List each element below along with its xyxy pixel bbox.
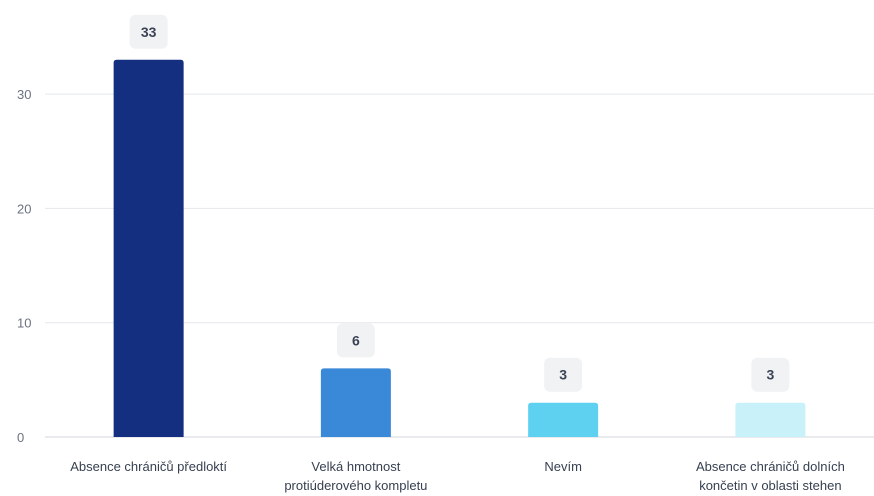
data-label-background <box>544 357 583 392</box>
y-tick-label: 20 <box>17 201 31 216</box>
data-label: 3 <box>766 367 774 383</box>
y-tick-label: 10 <box>17 316 31 331</box>
x-tick-label: Nevím <box>544 459 582 474</box>
bar <box>735 402 806 437</box>
data-label-badge: 6 <box>336 323 375 358</box>
x-tick-label: Absence chráničů předloktí <box>70 459 227 474</box>
data-label-badge: 3 <box>544 357 583 392</box>
bar <box>113 59 184 438</box>
bar <box>320 368 391 437</box>
data-label-background <box>336 323 375 358</box>
data-label-background <box>129 14 168 49</box>
bars <box>113 59 806 438</box>
bar <box>528 402 599 437</box>
data-label: 3 <box>559 367 567 383</box>
data-label-badge: 3 <box>751 357 790 392</box>
x-tick-label: Velká hmotnost <box>311 459 400 474</box>
y-tick-label: 0 <box>17 430 24 445</box>
data-label-background <box>751 357 790 392</box>
data-label: 6 <box>352 332 360 348</box>
x-tick-label: Absence chráničů dolních <box>696 459 845 474</box>
data-label: 33 <box>141 24 157 40</box>
x-tick-label: končetin v oblasti stehen <box>699 478 841 493</box>
y-tick-label: 30 <box>17 87 31 102</box>
x-tick-label: protiúderového kompletu <box>284 478 427 493</box>
data-label-badge: 33 <box>129 14 168 49</box>
y-axis-ticks: 0 10 20 30 <box>17 87 31 445</box>
x-axis-labels: Absence chráničů předloktí Velká hmotnost… <box>70 459 845 493</box>
